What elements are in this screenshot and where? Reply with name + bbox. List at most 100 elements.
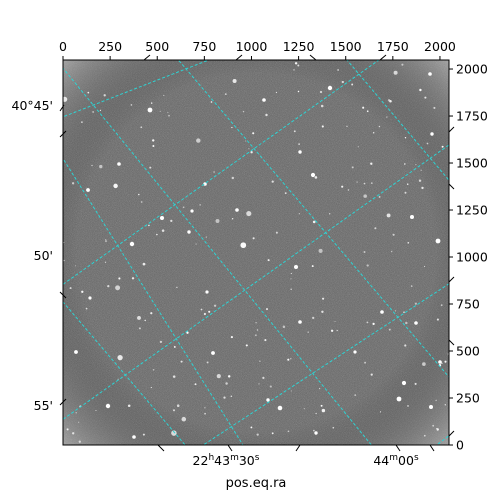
bright-star [396,396,402,402]
star [320,104,324,108]
bright-star [298,150,302,154]
star [287,358,290,361]
right-tick-label: 1750 [456,109,488,124]
grid-line [202,283,449,445]
star [351,83,354,86]
star [444,404,446,406]
star [426,142,429,145]
star [255,322,257,324]
world-coordinate-ticks [59,54,455,452]
star [140,201,143,203]
world-tick-mark [448,126,455,133]
star [386,116,388,118]
star [312,316,315,320]
bright-star [262,98,266,102]
top-tick-label: 1750 [377,39,409,54]
star [130,104,133,106]
star [150,312,153,315]
star [230,395,233,398]
star [336,329,338,332]
star [182,206,185,209]
star [284,192,287,194]
star [388,328,391,331]
star [351,166,354,169]
star [246,211,252,217]
star [404,191,407,194]
star [205,236,207,238]
star [441,145,444,148]
star [150,387,152,389]
star [423,265,426,267]
star [224,93,227,95]
star [99,109,101,111]
star [204,407,206,409]
star [227,375,231,378]
star [422,362,426,366]
star [103,94,106,97]
star [341,80,344,84]
star [378,125,381,128]
star [63,242,65,244]
star [414,302,417,305]
star [69,287,72,290]
star [363,194,367,198]
star [199,204,201,206]
bright-star [117,162,121,166]
top-tick-label: 1000 [236,39,268,54]
bright-star [74,350,78,354]
star [159,340,163,344]
star [194,383,197,386]
star [138,193,140,196]
bright-star [435,238,441,244]
star [337,69,339,71]
star [244,140,246,142]
bright-star [401,380,407,386]
world-tick-mark [295,444,301,452]
star [366,321,369,324]
bright-star [105,403,111,409]
star [334,320,336,323]
star [356,181,358,183]
star [290,278,292,280]
star [341,185,344,188]
star [144,319,146,322]
ra-tick-label-2: 44m00s [373,453,419,468]
star [131,277,135,280]
bright-star [266,398,270,402]
star [256,329,259,331]
star [265,113,268,117]
dec-tick-label-3: 55' [34,398,53,413]
top-pixel-axis: 0 250 500 750 1000 1250 1500 1750 2000 [59,39,456,60]
star [290,390,292,392]
star [311,265,314,268]
world-tick-mark [429,444,435,452]
bright-star [314,431,318,435]
bright-star [277,405,283,411]
star [95,409,97,412]
star [252,132,255,135]
star [85,307,88,310]
star [245,344,248,347]
star [418,179,422,182]
star [320,404,323,407]
star [171,430,177,436]
star [99,164,103,169]
grid-line [63,60,211,118]
star [170,219,173,223]
star [298,143,300,145]
star [231,126,233,129]
sky-vignette [63,60,449,445]
top-tick-label: 750 [192,39,216,54]
star [357,146,359,148]
star [142,262,146,266]
star [137,315,141,320]
star [208,310,211,313]
star [230,336,233,339]
bright-star [129,241,135,247]
star [389,100,392,103]
bright-star [294,265,298,269]
star [321,310,324,314]
star [269,385,272,388]
star [250,151,253,154]
right-pixel-axis: 0 250 500 750 1000 1250 1500 1750 2000 [449,62,488,453]
